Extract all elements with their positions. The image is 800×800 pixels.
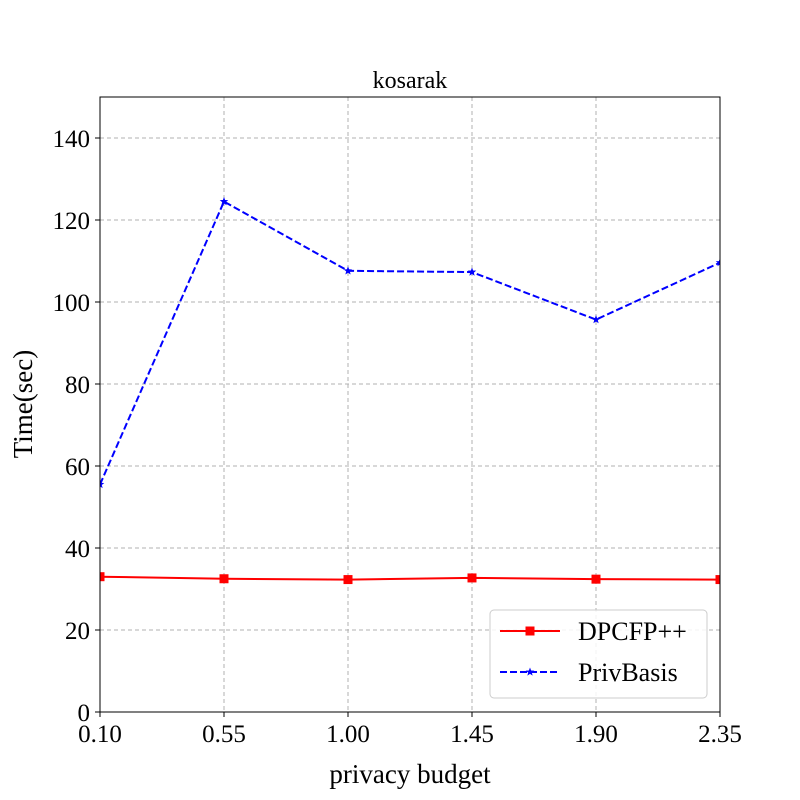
chart-title: kosarak: [373, 68, 448, 94]
y-tick-label: 0: [78, 700, 91, 727]
plot-frame: [99, 96, 721, 713]
y-tick-label: 80: [65, 372, 90, 399]
x-tick-label: 0.55: [202, 721, 246, 748]
y-tick-label: 60: [65, 454, 90, 481]
series-line-dpcfp: [100, 575, 720, 581]
x-axis: 0.10 0.55 1.00 1.45 1.90 2.35: [78, 712, 742, 748]
data-point-dpcfp: [715, 575, 720, 585]
x-axis-title: privacy budget: [329, 759, 491, 789]
data-point-privbasis: [591, 315, 601, 324]
series-line-privbasis: [100, 200, 720, 485]
x-tick-label: 1.45: [450, 721, 494, 748]
legend-marker-privbasis: [525, 667, 535, 676]
data-point-dpcfp: [219, 574, 229, 584]
legend-label-privbasis: PrivBasis: [578, 658, 678, 687]
series-layer: [100, 197, 720, 585]
data-point-dpcfp: [591, 574, 601, 584]
data-point-dpcfp: [467, 573, 477, 583]
x-tick-label: 2.35: [698, 721, 742, 748]
legend-marker-dpcfp: [525, 626, 535, 636]
y-tick-label: 40: [65, 536, 90, 563]
y-tick-label: 120: [53, 208, 91, 235]
y-axis-title: Time(sec): [8, 350, 38, 459]
data-point-privbasis: [100, 479, 105, 489]
data-point-dpcfp: [100, 572, 105, 582]
x-tick-label: 1.00: [326, 721, 370, 748]
legend-label-dpcfp: DPCFP++: [578, 617, 687, 646]
y-axis: 0 20 40 60 80 100 120 140: [53, 126, 100, 727]
data-point-privbasis: [715, 258, 720, 267]
legend: DPCFP++ PrivBasis: [489, 609, 708, 699]
y-tick-label: 100: [53, 290, 91, 317]
x-tick-label: 0.10: [78, 721, 122, 748]
y-tick-label: 20: [65, 618, 90, 645]
data-point-privbasis: [467, 267, 477, 276]
data-point-privbasis: [343, 266, 353, 275]
data-point-privbasis: [219, 197, 229, 206]
data-point-dpcfp: [343, 575, 353, 585]
y-tick-label: 140: [53, 126, 91, 153]
x-tick-label: 1.90: [574, 721, 618, 748]
